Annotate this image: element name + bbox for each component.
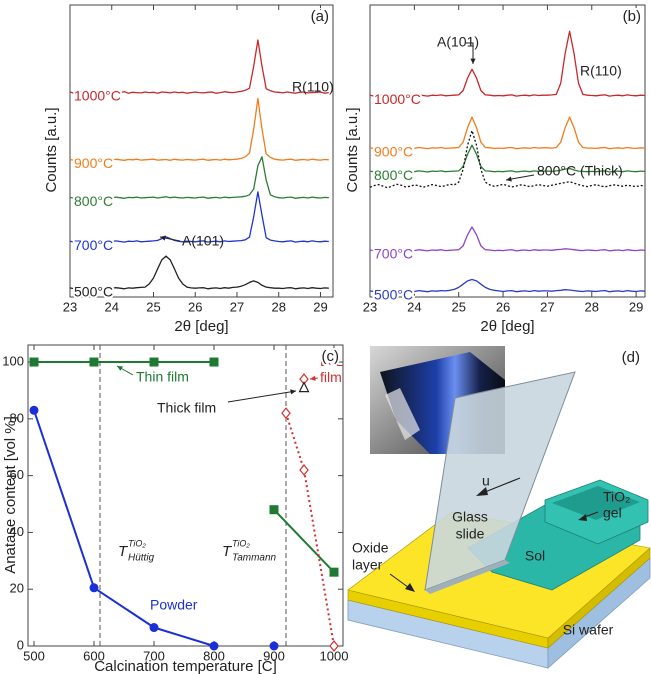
panel-label: (d) [622,349,640,366]
x-tick-label: 29 [313,299,327,314]
y-axis-label: Counts [a.u.] [344,107,361,192]
x-tick-label: 25 [146,299,160,314]
marker [90,358,99,367]
annotation: 800°C (Thick) [537,163,623,179]
annotation: R(110) [292,79,334,95]
sol-label: Sol [525,548,545,564]
series-label: 500°C [374,287,413,303]
y-tick-label: 100 [2,353,24,368]
x-tick-label: 27 [540,299,554,314]
marker [30,358,39,367]
x-tick-label: 28 [271,299,285,314]
x-tick-label: 23 [63,299,77,314]
series-label: 900°C [374,143,413,159]
x-tick-label: 25 [451,299,465,314]
reference-superscript: TiO₂ [128,538,146,548]
series-label: 700°C [74,237,113,253]
reference-subscript: Hüttig [128,553,155,564]
marker [30,406,39,415]
annotation: A(101) [182,233,224,249]
si-wafer-label: Si wafer [563,622,614,638]
marker [90,583,99,592]
x-tick-label: 24 [105,299,119,314]
marker [330,568,339,577]
glass-label: Glass [452,509,488,525]
page: {"chart_data": [ {"type": "line", "panel… [0,0,651,674]
x-tick-label: 500 [23,648,45,663]
series-label: Thick film [157,400,216,416]
diagram: (d) u TiO₂ gel Oxide layer Glass slide S… [348,346,650,668]
x-axis-label: 2θ [deg] [480,318,534,335]
series-label: 500°C [74,284,113,300]
x-axis-label: Calcination temperature [C] [94,658,277,674]
marker [150,358,159,367]
panel-label: (a) [311,8,329,25]
marker [270,642,279,651]
plot-frame [70,5,333,297]
series-label: 1000°C [374,91,421,107]
oxide-label: layer [352,557,383,573]
series-label-line: film [320,369,342,385]
panel-label: (b) [623,8,641,25]
series-label: 800°C [74,193,113,209]
x-tick-label: 27 [230,299,244,314]
gel-label: TiO₂ [603,489,630,505]
reference-superscript: TiO₂ [232,538,250,548]
marker [210,642,219,651]
x-tick-label: 28 [585,299,599,314]
annotation: R(110) [580,63,622,79]
figure: (d) u TiO₂ gel Oxide layer Glass slide S… [0,0,651,674]
panel-label: (c) [322,348,340,365]
x-tick-label: 26 [188,299,202,314]
series-label: Thin film [136,369,189,385]
reference-subscript: Tammann [232,553,277,564]
x-tick-label: 26 [496,299,510,314]
x-axis-label: 2θ [deg] [174,318,228,335]
oxide-label: Oxide [352,540,389,556]
series-label: 700°C [374,246,413,262]
marker [210,358,219,367]
series-label: 800°C [374,167,413,183]
series-label: 900°C [74,155,113,171]
y-axis-label: Anatase content [vol %] [2,416,19,574]
series-label: Powder [150,597,198,613]
y-tick-label: 20 [10,581,24,596]
velocity-label: u [482,473,490,489]
y-axis-label: Counts [a.u.] [43,107,60,192]
gel-label: gel [603,505,622,521]
glass-label: slide [456,526,485,542]
series-label: 1000°C [74,88,121,104]
x-tick-label: 29 [629,299,643,314]
marker [150,623,159,632]
marker [270,505,279,514]
y-tick-label: 0 [17,637,24,652]
